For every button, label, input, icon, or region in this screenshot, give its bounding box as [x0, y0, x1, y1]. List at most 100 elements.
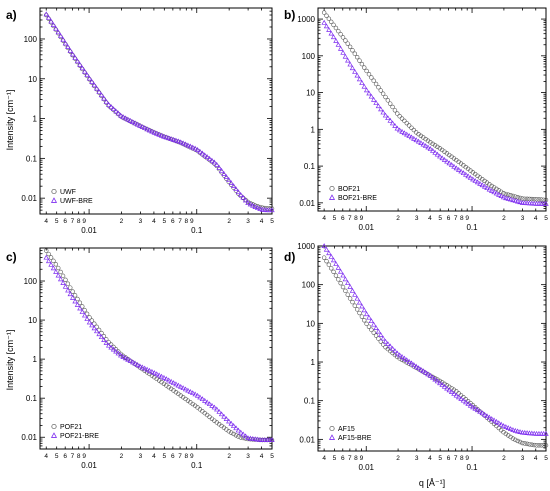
data-point-circle — [364, 321, 369, 327]
data-point-triangle — [352, 291, 358, 297]
data-point-triangle — [444, 158, 450, 164]
data-point-triangle — [55, 29, 61, 35]
x-minor-tick-label: 7 — [348, 215, 352, 222]
data-point-triangle — [439, 155, 445, 161]
data-point-triangle — [335, 264, 341, 270]
x-major-tick-label: 0.1 — [466, 223, 478, 232]
data-point-triangle — [175, 138, 182, 144]
data-point-triangle — [228, 420, 234, 426]
data-point-triangle — [247, 201, 254, 207]
data-point-triangle — [214, 161, 220, 167]
data-point-triangle — [130, 359, 136, 365]
data-point-circle — [404, 360, 409, 365]
data-point-triangle — [371, 96, 377, 102]
data-point-triangle — [98, 334, 105, 340]
data-point-triangle — [418, 366, 424, 372]
data-point-triangle — [345, 280, 351, 286]
data-point-triangle — [142, 125, 148, 131]
data-point-triangle — [252, 436, 258, 442]
data-point-triangle — [214, 406, 220, 412]
x-minor-tick-label: 4 — [534, 455, 538, 462]
data-point-triangle — [347, 61, 353, 67]
data-point-triangle — [67, 291, 73, 297]
data-point-triangle — [48, 261, 54, 267]
x-minor-tick-label: 4 — [322, 215, 326, 222]
data-point-circle — [409, 125, 414, 130]
data-point-triangle — [375, 328, 382, 334]
data-point-triangle — [235, 189, 242, 195]
x-minor-tick-label: 2 — [396, 215, 400, 222]
data-point-triangle — [158, 373, 165, 379]
data-point-triangle — [323, 246, 330, 252]
data-point-triangle — [178, 383, 184, 389]
data-point-triangle — [430, 147, 436, 153]
data-point-triangle — [240, 431, 246, 437]
data-point-triangle — [132, 360, 138, 366]
data-point-triangle — [401, 355, 408, 361]
data-point-triangle — [361, 83, 367, 89]
x-minor-tick-label: 7 — [178, 218, 182, 225]
data-point-triangle — [242, 197, 249, 203]
data-point-circle — [359, 314, 365, 319]
x-minor-tick-label: 4 — [44, 218, 48, 225]
data-point-triangle — [326, 250, 332, 256]
y-tick-label: 0.01 — [299, 199, 315, 208]
data-point-circle — [350, 299, 355, 305]
data-point-triangle — [460, 170, 467, 176]
data-point-triangle — [161, 133, 167, 139]
data-point-triangle — [168, 136, 174, 141]
data-point-triangle — [103, 340, 109, 345]
data-point-circle — [350, 48, 355, 53]
y-tick-label: 1 — [311, 125, 316, 134]
data-point-triangle — [321, 19, 327, 25]
data-point-triangle — [185, 142, 191, 148]
data-point-triangle — [166, 135, 172, 141]
data-point-triangle — [204, 154, 210, 159]
data-point-triangle — [498, 421, 504, 427]
data-point-triangle — [60, 280, 66, 285]
y-axis-label-top: Intensity [cm⁻¹] — [5, 90, 15, 151]
data-point-triangle — [420, 368, 426, 374]
data-point-triangle — [118, 352, 124, 358]
y-tick-label: 100 — [302, 52, 316, 61]
data-point-circle — [60, 273, 66, 279]
data-point-triangle — [512, 427, 519, 433]
legend-label: POF21 — [60, 424, 82, 431]
data-point-triangle — [517, 199, 523, 205]
data-point-triangle — [257, 436, 263, 442]
data-point-circle — [406, 123, 412, 128]
data-point-triangle — [413, 363, 419, 369]
data-point-triangle — [238, 429, 244, 435]
data-point-triangle — [43, 254, 49, 260]
data-point-circle — [430, 141, 435, 147]
data-point-triangle — [326, 27, 332, 32]
data-point-triangle — [375, 103, 382, 109]
data-point-triangle — [144, 366, 150, 372]
data-point-triangle — [185, 387, 191, 393]
data-point-circle — [347, 296, 353, 301]
data-point-triangle — [120, 354, 126, 359]
data-point-triangle — [330, 34, 337, 40]
data-point-triangle — [345, 57, 351, 63]
data-point-circle — [333, 273, 339, 278]
data-point-triangle — [514, 198, 521, 204]
data-point-triangle — [489, 188, 495, 193]
data-point-triangle — [154, 371, 160, 377]
panel-label: d) — [284, 250, 295, 264]
x-minor-tick-label: 9 — [82, 453, 86, 460]
x-minor-tick-label: 4 — [152, 218, 156, 225]
data-point-triangle — [269, 207, 275, 213]
data-point-triangle — [242, 433, 249, 439]
data-point-triangle — [50, 265, 57, 271]
x-minor-tick-label: 5 — [544, 215, 548, 222]
x-major-tick-label: 0.1 — [191, 226, 203, 235]
legend-marker-triangle — [328, 434, 336, 440]
data-point-circle — [56, 265, 61, 271]
data-point-circle — [44, 248, 49, 253]
data-point-triangle — [394, 125, 400, 131]
data-point-triangle — [199, 396, 206, 402]
x-minor-tick-label: 6 — [171, 218, 175, 225]
series-bof21-bre — [321, 19, 549, 206]
y-tick-label: 10 — [28, 316, 37, 325]
